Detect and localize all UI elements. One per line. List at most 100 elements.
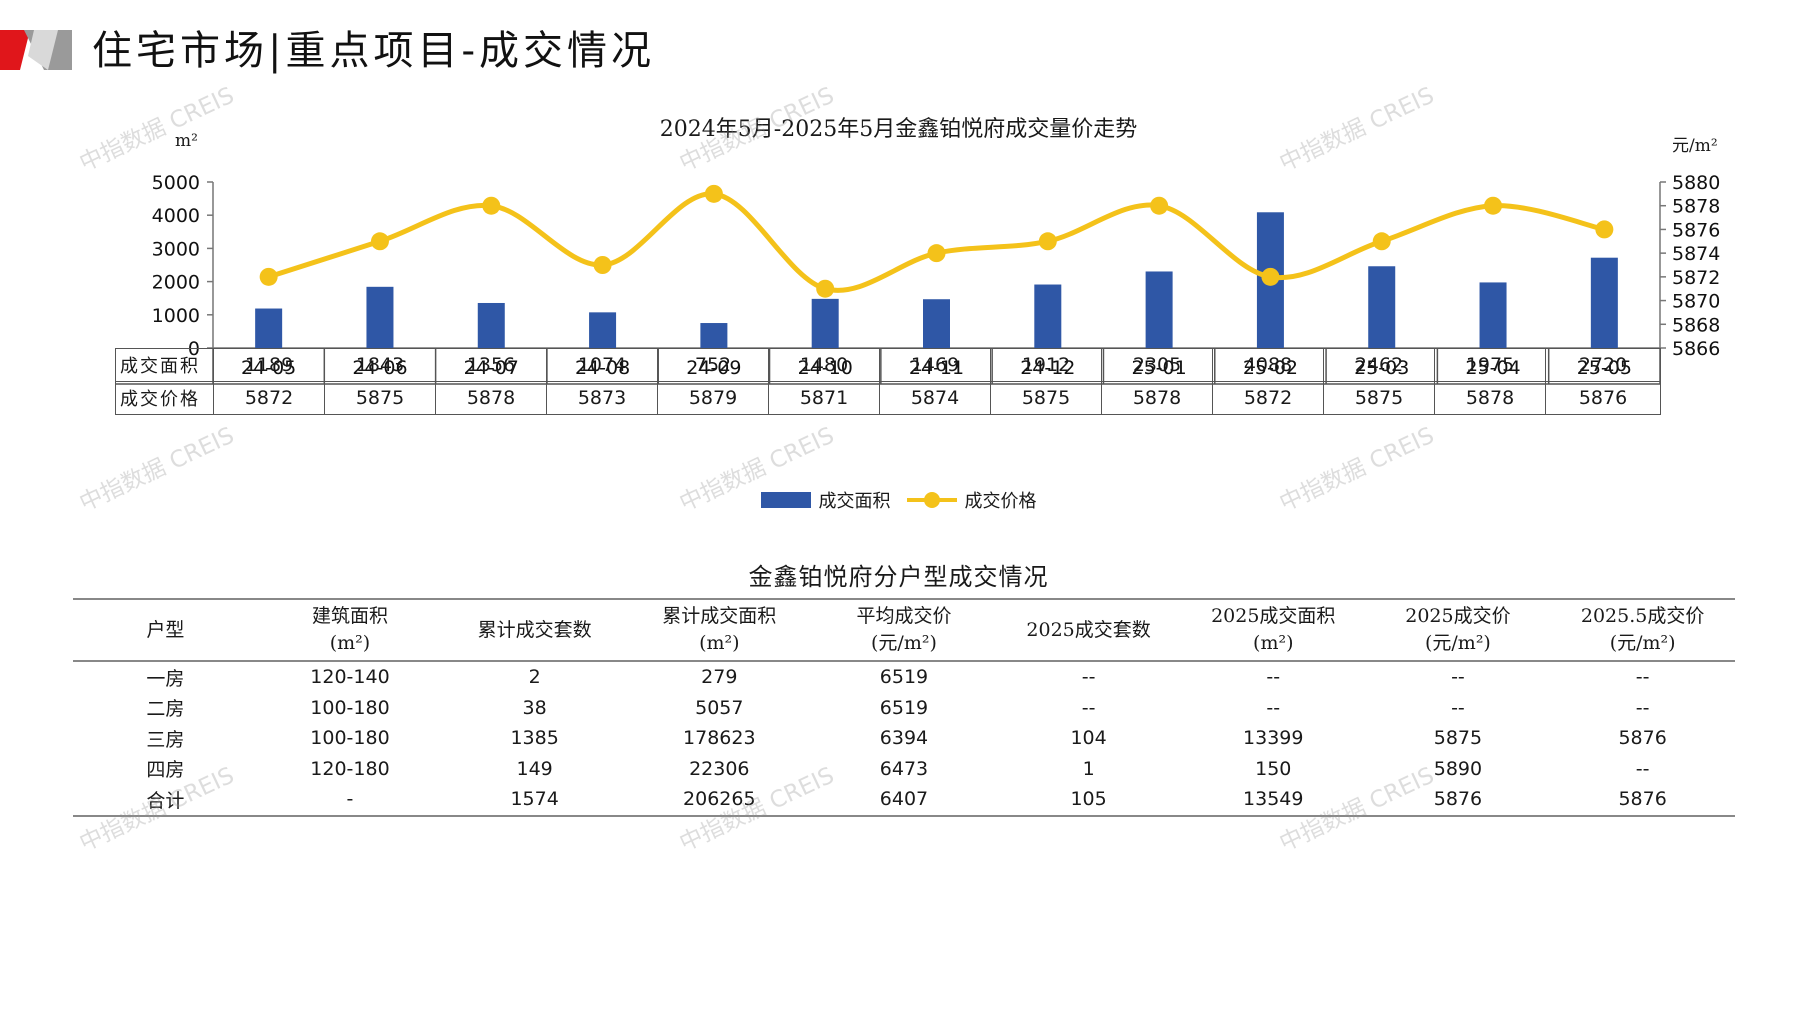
bar-area-24-07 xyxy=(477,302,505,348)
bar-area-24-11 xyxy=(923,299,950,348)
unit-table-header: 累计成交套数 xyxy=(442,598,627,662)
price-point-24-05 xyxy=(259,267,278,286)
data-table-cell: 5875 xyxy=(1323,381,1435,415)
table-cell: 四房 xyxy=(146,759,185,782)
table-cell: 38 xyxy=(522,696,547,719)
left-tick-label: 3000 xyxy=(152,238,200,260)
data-table-cell: 5879 xyxy=(657,381,769,415)
legend-label-area: 成交面积 xyxy=(818,491,891,512)
data-table-cell: 5873 xyxy=(546,381,658,415)
unit-table-header: 2025成交面积 (m²) xyxy=(1180,598,1366,662)
bar-area-24-09 xyxy=(700,323,728,348)
unit-table-header-line: 累计成交面积 xyxy=(662,605,777,627)
table-cell: 1574 xyxy=(442,784,627,817)
price-line xyxy=(267,191,1605,293)
table-cell: 二房 xyxy=(146,698,185,721)
unit-table-header: 户型 xyxy=(73,598,258,662)
data-table-cell: 1912 xyxy=(990,348,1102,382)
price-point-24-06 xyxy=(370,232,389,251)
data-table-cell: 5878 xyxy=(1101,381,1213,415)
left-tick-label: 1000 xyxy=(152,305,200,327)
chart-data-table: 成交面积 1189 1843 1356 1074 752 1480 1469 1912 2305 4… xyxy=(115,348,1661,415)
unit-table-header-line: (元/m²) xyxy=(871,632,937,654)
price-point-25-05 xyxy=(1595,220,1614,239)
table-cell: 6519 xyxy=(879,666,929,689)
unit-table-title: 金鑫铂悦府分户型成交情况 xyxy=(748,563,1049,591)
table-cell: 1 xyxy=(1082,757,1095,780)
table-cell: 5876 xyxy=(1365,784,1551,817)
table-row: 合计 -1574 206265 6407 105 13549 5876 5876 xyxy=(73,784,1735,817)
table-cell: 13399 xyxy=(1243,727,1304,750)
data-table-cell: 2462 xyxy=(1323,348,1435,382)
unit-table-header: 建筑面积 (m²) xyxy=(257,598,443,662)
table-cell: 三房 xyxy=(146,728,185,751)
left-tick-label: 4000 xyxy=(152,205,200,227)
legend-line-swatch xyxy=(906,492,957,508)
table-cell: 105 xyxy=(996,784,1181,817)
table-row: 三房 100-180 1385 178623 6394 104 13399 5875 5876 xyxy=(73,723,1735,754)
price-point-25-04 xyxy=(1484,196,1503,215)
table-cell: -- xyxy=(1635,757,1650,780)
table-cell: 104 xyxy=(1070,727,1107,750)
right-tick-label: 5876 xyxy=(1672,219,1720,241)
price-point-24-11 xyxy=(927,244,946,263)
unit-type-table: 户型 建筑面积 (m²) 累计成交套数 累计成交面积 (m²) 平均成交价 (元/m²) 202… xyxy=(73,598,1735,817)
table-cell: 13549 xyxy=(1180,784,1366,817)
data-table-cell: 5878 xyxy=(1434,381,1546,415)
table-cell: 150 xyxy=(1255,757,1292,780)
data-table-cell: 5872 xyxy=(213,381,325,415)
unit-table-header-line: (m²) xyxy=(1253,632,1294,654)
data-table-cell: 5876 xyxy=(1545,381,1661,415)
unit-table-header: 平均成交价 (元/m²) xyxy=(811,598,997,662)
legend-label-price: 成交价格 xyxy=(964,491,1037,512)
data-table-cell: 5872 xyxy=(1212,381,1324,415)
left-axis-unit: m² xyxy=(175,131,198,151)
data-table-cell: 5878 xyxy=(435,381,547,415)
price-point-24-08 xyxy=(593,256,612,274)
price-point-25-03 xyxy=(1372,232,1391,251)
unit-table-header-line: 2025成交价 xyxy=(1405,605,1511,627)
table-cell: 一房 xyxy=(146,667,185,690)
price-point-25-02 xyxy=(1261,267,1280,286)
data-table-cell: 1074 xyxy=(546,348,658,382)
unit-table-header-line: (m²) xyxy=(699,632,740,654)
right-tick-label: 5870 xyxy=(1672,291,1720,313)
bar-area-25-05 xyxy=(1590,257,1618,348)
table-cell: 5875 xyxy=(1433,727,1483,750)
right-tick-label: 5872 xyxy=(1672,267,1720,289)
unit-table-header-line: (元/m²) xyxy=(1609,632,1676,654)
table-row: 二房 100-180 38 5057 6519 -- -- -- -- xyxy=(73,693,1735,724)
table-cell: 120-140 xyxy=(310,666,390,689)
data-table-cell: 2305 xyxy=(1101,348,1213,382)
left-tick-label: 2000 xyxy=(152,272,200,294)
data-table-row: 成交价格 5872 5875 5878 5873 5879 5871 5874 5875 5878… xyxy=(115,381,1661,415)
table-cell: 2 xyxy=(528,666,541,689)
data-table-cell: 1843 xyxy=(324,348,436,382)
price-point-25-01 xyxy=(1150,196,1169,215)
data-table-cell: 1480 xyxy=(768,348,880,382)
unit-table-header-line: 户型 xyxy=(146,618,185,641)
bar-area-25-04 xyxy=(1479,282,1507,348)
unit-table-header-line: 2025成交面积 xyxy=(1211,605,1336,627)
right-tick-label: 5868 xyxy=(1672,314,1720,336)
bar-area-24-06 xyxy=(366,286,394,348)
table-cell: -- xyxy=(1451,666,1465,689)
unit-table-header-line: (元/m²) xyxy=(1424,632,1491,654)
unit-table-header-line: 累计成交套数 xyxy=(477,618,592,641)
table-cell: -- xyxy=(1635,696,1650,719)
data-table-cell: 5874 xyxy=(879,381,991,415)
table-row: 四房 120-180 149 22306 6473 1 150 5890 -- xyxy=(73,754,1735,785)
table-cell: 178623 xyxy=(683,727,756,750)
bar-area-25-01 xyxy=(1145,271,1173,348)
data-table-cell: 4088 xyxy=(1212,348,1324,382)
data-table-cell: 5871 xyxy=(768,381,880,415)
table-cell: -- xyxy=(1635,666,1650,689)
unit-table-header-line: 平均成交价 xyxy=(856,605,952,627)
data-table-row: 成交面积 1189 1843 1356 1074 752 1480 1469 1912 2305 4… xyxy=(115,348,1661,382)
price-point-24-07 xyxy=(482,196,501,215)
table-cell: 149 xyxy=(516,757,553,780)
right-tick-label: 5880 xyxy=(1672,172,1720,194)
table-cell: -- xyxy=(1266,696,1281,719)
price-point-24-12 xyxy=(1038,232,1057,251)
table-cell: 6473 xyxy=(879,757,929,780)
